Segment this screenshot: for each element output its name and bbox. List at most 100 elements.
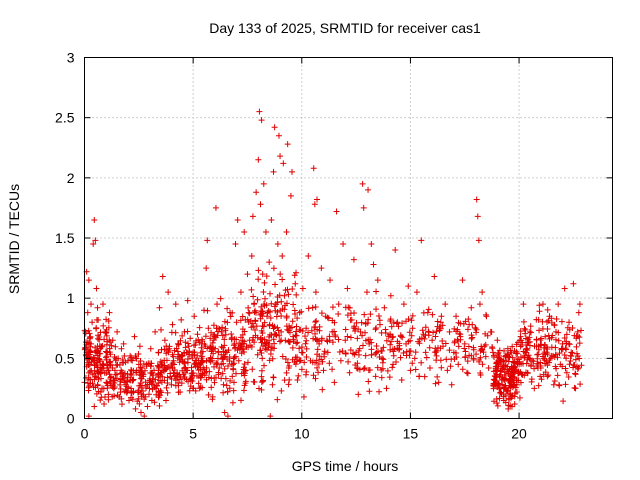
data-point [252, 317, 259, 324]
data-point [102, 393, 109, 400]
data-point [461, 345, 468, 352]
data-point [259, 308, 266, 315]
data-point [287, 338, 294, 345]
data-point [260, 301, 267, 308]
data-point [535, 346, 542, 353]
data-point [342, 326, 349, 333]
data-point [162, 366, 169, 373]
data-point [233, 370, 240, 377]
data-point [204, 237, 211, 244]
data-point [331, 379, 338, 386]
data-point [571, 361, 578, 368]
data-point [563, 369, 570, 376]
data-point [310, 372, 317, 379]
data-point [431, 273, 438, 280]
data-point [104, 380, 111, 387]
data-point [470, 356, 477, 363]
data-point [278, 298, 285, 305]
data-point [260, 323, 267, 330]
data-point [309, 304, 316, 311]
data-point [285, 291, 292, 298]
data-point [383, 385, 390, 392]
data-point [578, 362, 585, 369]
data-point [442, 340, 449, 347]
data-point [556, 350, 563, 357]
data-point [527, 323, 534, 330]
data-point [101, 401, 108, 408]
data-point [312, 289, 319, 296]
data-point [339, 348, 346, 355]
data-point [379, 359, 386, 366]
data-point [393, 320, 400, 327]
data-point [295, 372, 302, 379]
data-point [265, 337, 272, 344]
data-point [100, 365, 107, 372]
data-point [422, 349, 429, 356]
data-point [268, 300, 275, 307]
data-point [245, 309, 252, 316]
data-point [294, 315, 301, 322]
data-point [229, 309, 236, 316]
data-point [494, 351, 501, 358]
data-point [505, 358, 512, 365]
data-point [254, 296, 261, 303]
data-point [114, 361, 121, 368]
data-point [110, 385, 117, 392]
data-point [345, 304, 352, 311]
data-point [489, 345, 496, 352]
data-point [494, 379, 501, 386]
data-point [270, 265, 277, 272]
data-point [155, 380, 162, 387]
data-point [155, 388, 162, 395]
data-point [442, 301, 449, 308]
data-point [209, 396, 216, 403]
data-point [347, 347, 354, 354]
data-point [271, 124, 278, 131]
data-point [389, 364, 396, 371]
data-point [146, 360, 153, 367]
data-point [269, 322, 276, 329]
data-point [263, 273, 270, 280]
data-point [347, 317, 354, 324]
data-point [159, 273, 166, 280]
data-point [253, 309, 260, 316]
data-point [359, 180, 366, 187]
data-point [184, 359, 191, 366]
data-point [211, 379, 218, 386]
data-point [191, 351, 198, 358]
data-point [279, 353, 286, 360]
data-point [226, 385, 233, 392]
data-point [344, 333, 351, 340]
data-point [570, 280, 577, 287]
data-point [468, 332, 475, 339]
data-point [474, 213, 481, 220]
data-point [186, 387, 193, 394]
data-point [345, 358, 352, 365]
data-point [91, 216, 98, 223]
y-tick-label: 1.5 [55, 230, 75, 246]
data-point [349, 350, 356, 357]
data-point [578, 327, 585, 334]
data-point [198, 374, 205, 381]
data-point [261, 319, 268, 326]
data-point [113, 375, 120, 382]
data-point [313, 317, 320, 324]
data-point [179, 358, 186, 365]
data-point [508, 370, 515, 377]
data-point [344, 285, 351, 292]
data-point [561, 285, 568, 292]
data-point [490, 398, 497, 405]
data-point [105, 317, 112, 324]
data-point [163, 350, 170, 357]
data-point [513, 388, 520, 395]
data-point [251, 309, 258, 316]
data-point [208, 347, 215, 354]
data-point [516, 394, 523, 401]
data-point [184, 297, 191, 304]
data-point [284, 359, 291, 366]
data-point [380, 356, 387, 363]
data-point [241, 349, 248, 356]
data-point [577, 381, 584, 388]
data-point [257, 311, 264, 318]
data-point [366, 367, 373, 374]
